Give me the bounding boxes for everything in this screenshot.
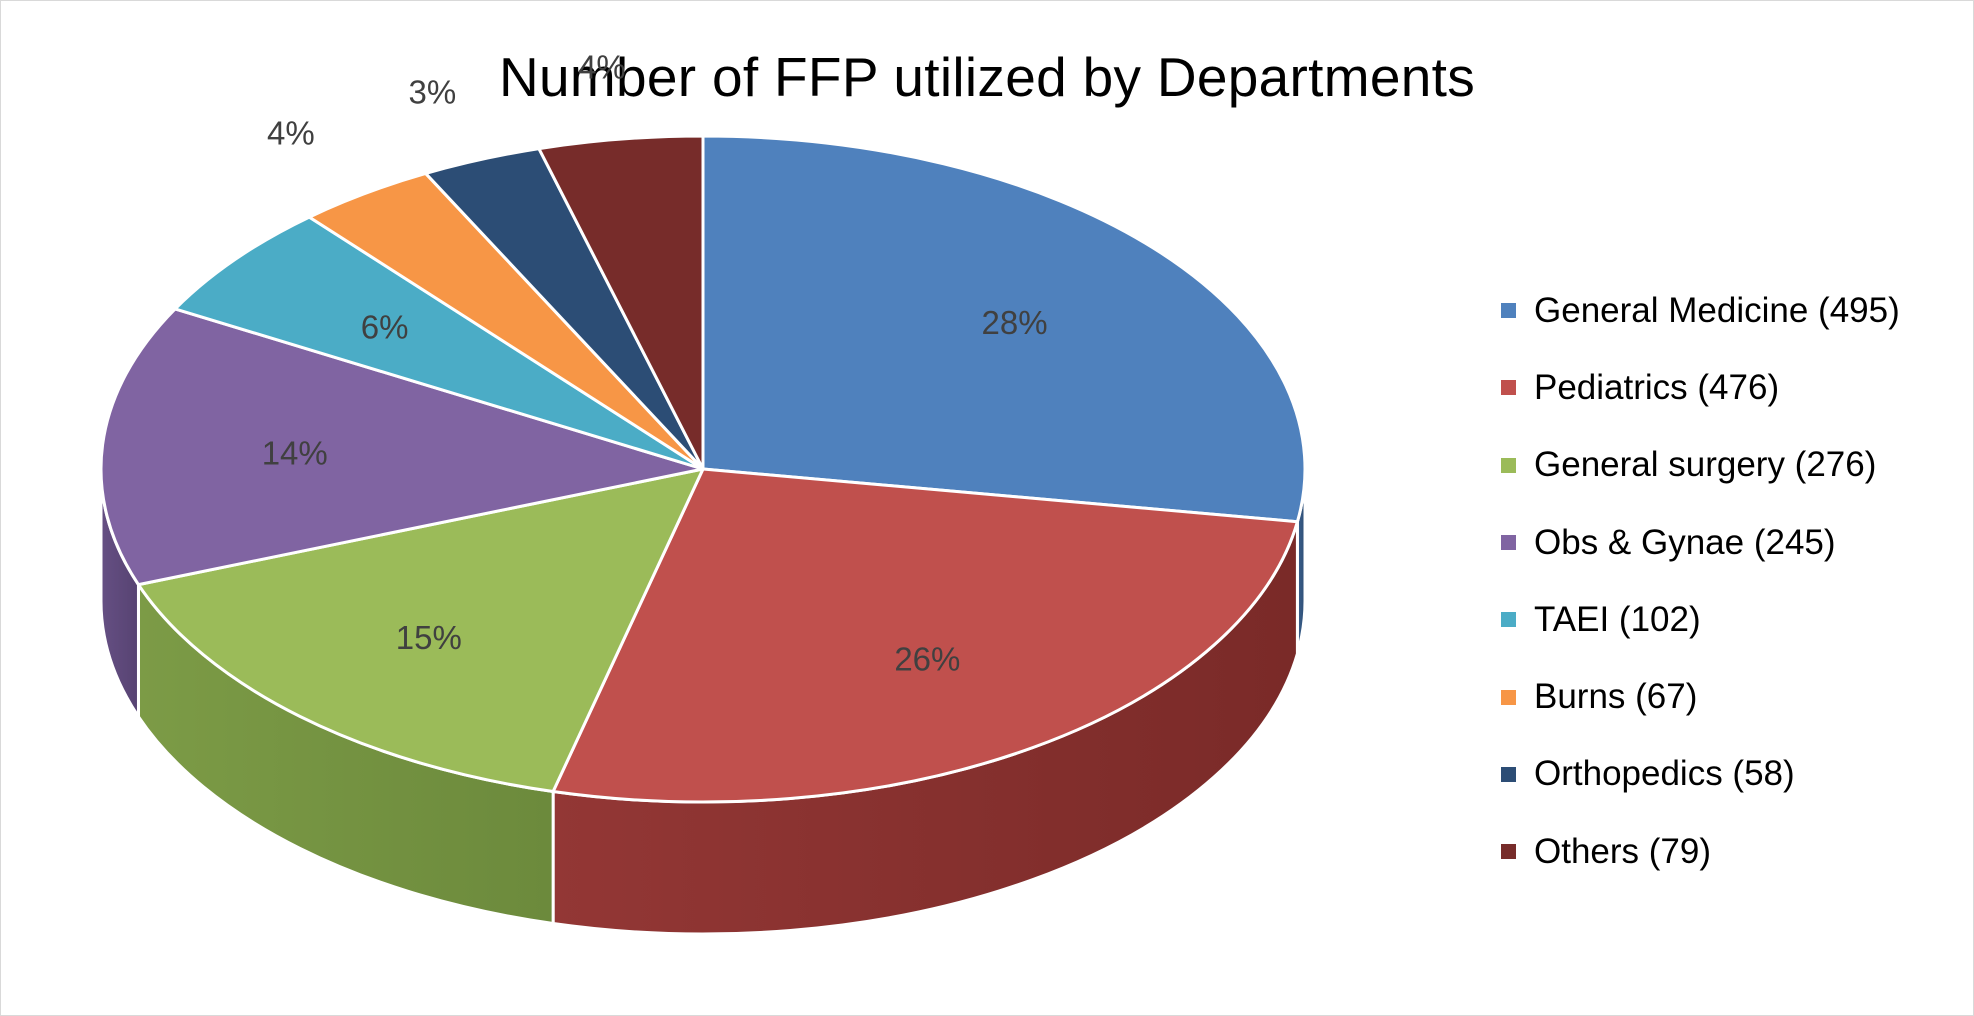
pie-slice-others <box>537 134 705 471</box>
pie-sides <box>99 467 1307 936</box>
pie-slice-obs-gynae <box>99 307 705 587</box>
legend-item-obs-gynae: Obs & Gynae (245) <box>1501 504 1900 581</box>
legend-label: Obs & Gynae (245) <box>1534 522 1836 562</box>
legend-label: Pediatrics (476) <box>1534 367 1780 407</box>
pie-slice-pediatrics <box>551 467 1299 804</box>
pie-slices <box>99 134 1307 804</box>
legend-item-orthopedics: Orthopedics (58) <box>1501 736 1900 813</box>
legend-swatch <box>1501 457 1516 473</box>
chart-title: Number of FFP utilized by Departments <box>498 46 1476 108</box>
legend-item-taei: TAEI (102) <box>1501 581 1900 658</box>
legend-label: Orthopedics (58) <box>1534 754 1795 794</box>
legend-swatch <box>1501 303 1516 319</box>
legend-item-general-medicine: General Medicine (495) <box>1501 272 1900 349</box>
data-label-taei: 6% <box>361 309 409 346</box>
data-label-orthopedics: 3% <box>408 73 456 110</box>
legend-swatch <box>1501 844 1516 860</box>
pie-slice-general-medicine <box>701 134 1307 524</box>
pie-slice-general-surgery <box>136 467 705 794</box>
legend-label: General surgery (276) <box>1534 445 1877 485</box>
data-labels: 28% 26% 15% 14% 6% 4% 3% 4% <box>262 49 1048 678</box>
legend-label: TAEI (102) <box>1534 599 1701 639</box>
pie-slice-taei <box>173 215 705 471</box>
legend-swatch <box>1501 535 1516 551</box>
legend-label: Others (79) <box>1534 831 1711 871</box>
legend-label: General Medicine (495) <box>1534 290 1900 330</box>
data-label-pediatrics: 26% <box>894 640 960 677</box>
data-label-general-medicine: 28% <box>982 304 1048 341</box>
legend-swatch <box>1501 689 1516 705</box>
data-label-obs-gynae: 14% <box>262 434 328 471</box>
legend-item-burns: Burns (67) <box>1501 658 1900 735</box>
legend-swatch <box>1501 766 1516 782</box>
legend-swatch <box>1501 612 1516 628</box>
legend-item-pediatrics: Pediatrics (476) <box>1501 349 1900 426</box>
data-label-burns: 4% <box>267 115 315 152</box>
data-label-others: 4% <box>578 49 626 86</box>
legend-swatch <box>1501 380 1516 396</box>
legend: General Medicine (495) Pediatrics (476) Ge… <box>1501 272 1900 890</box>
legend-label: Burns (67) <box>1534 677 1698 717</box>
data-label-general-surgery: 15% <box>396 619 462 656</box>
legend-item-others: Others (79) <box>1501 813 1900 890</box>
legend-item-general-surgery: General surgery (276) <box>1501 427 1900 504</box>
